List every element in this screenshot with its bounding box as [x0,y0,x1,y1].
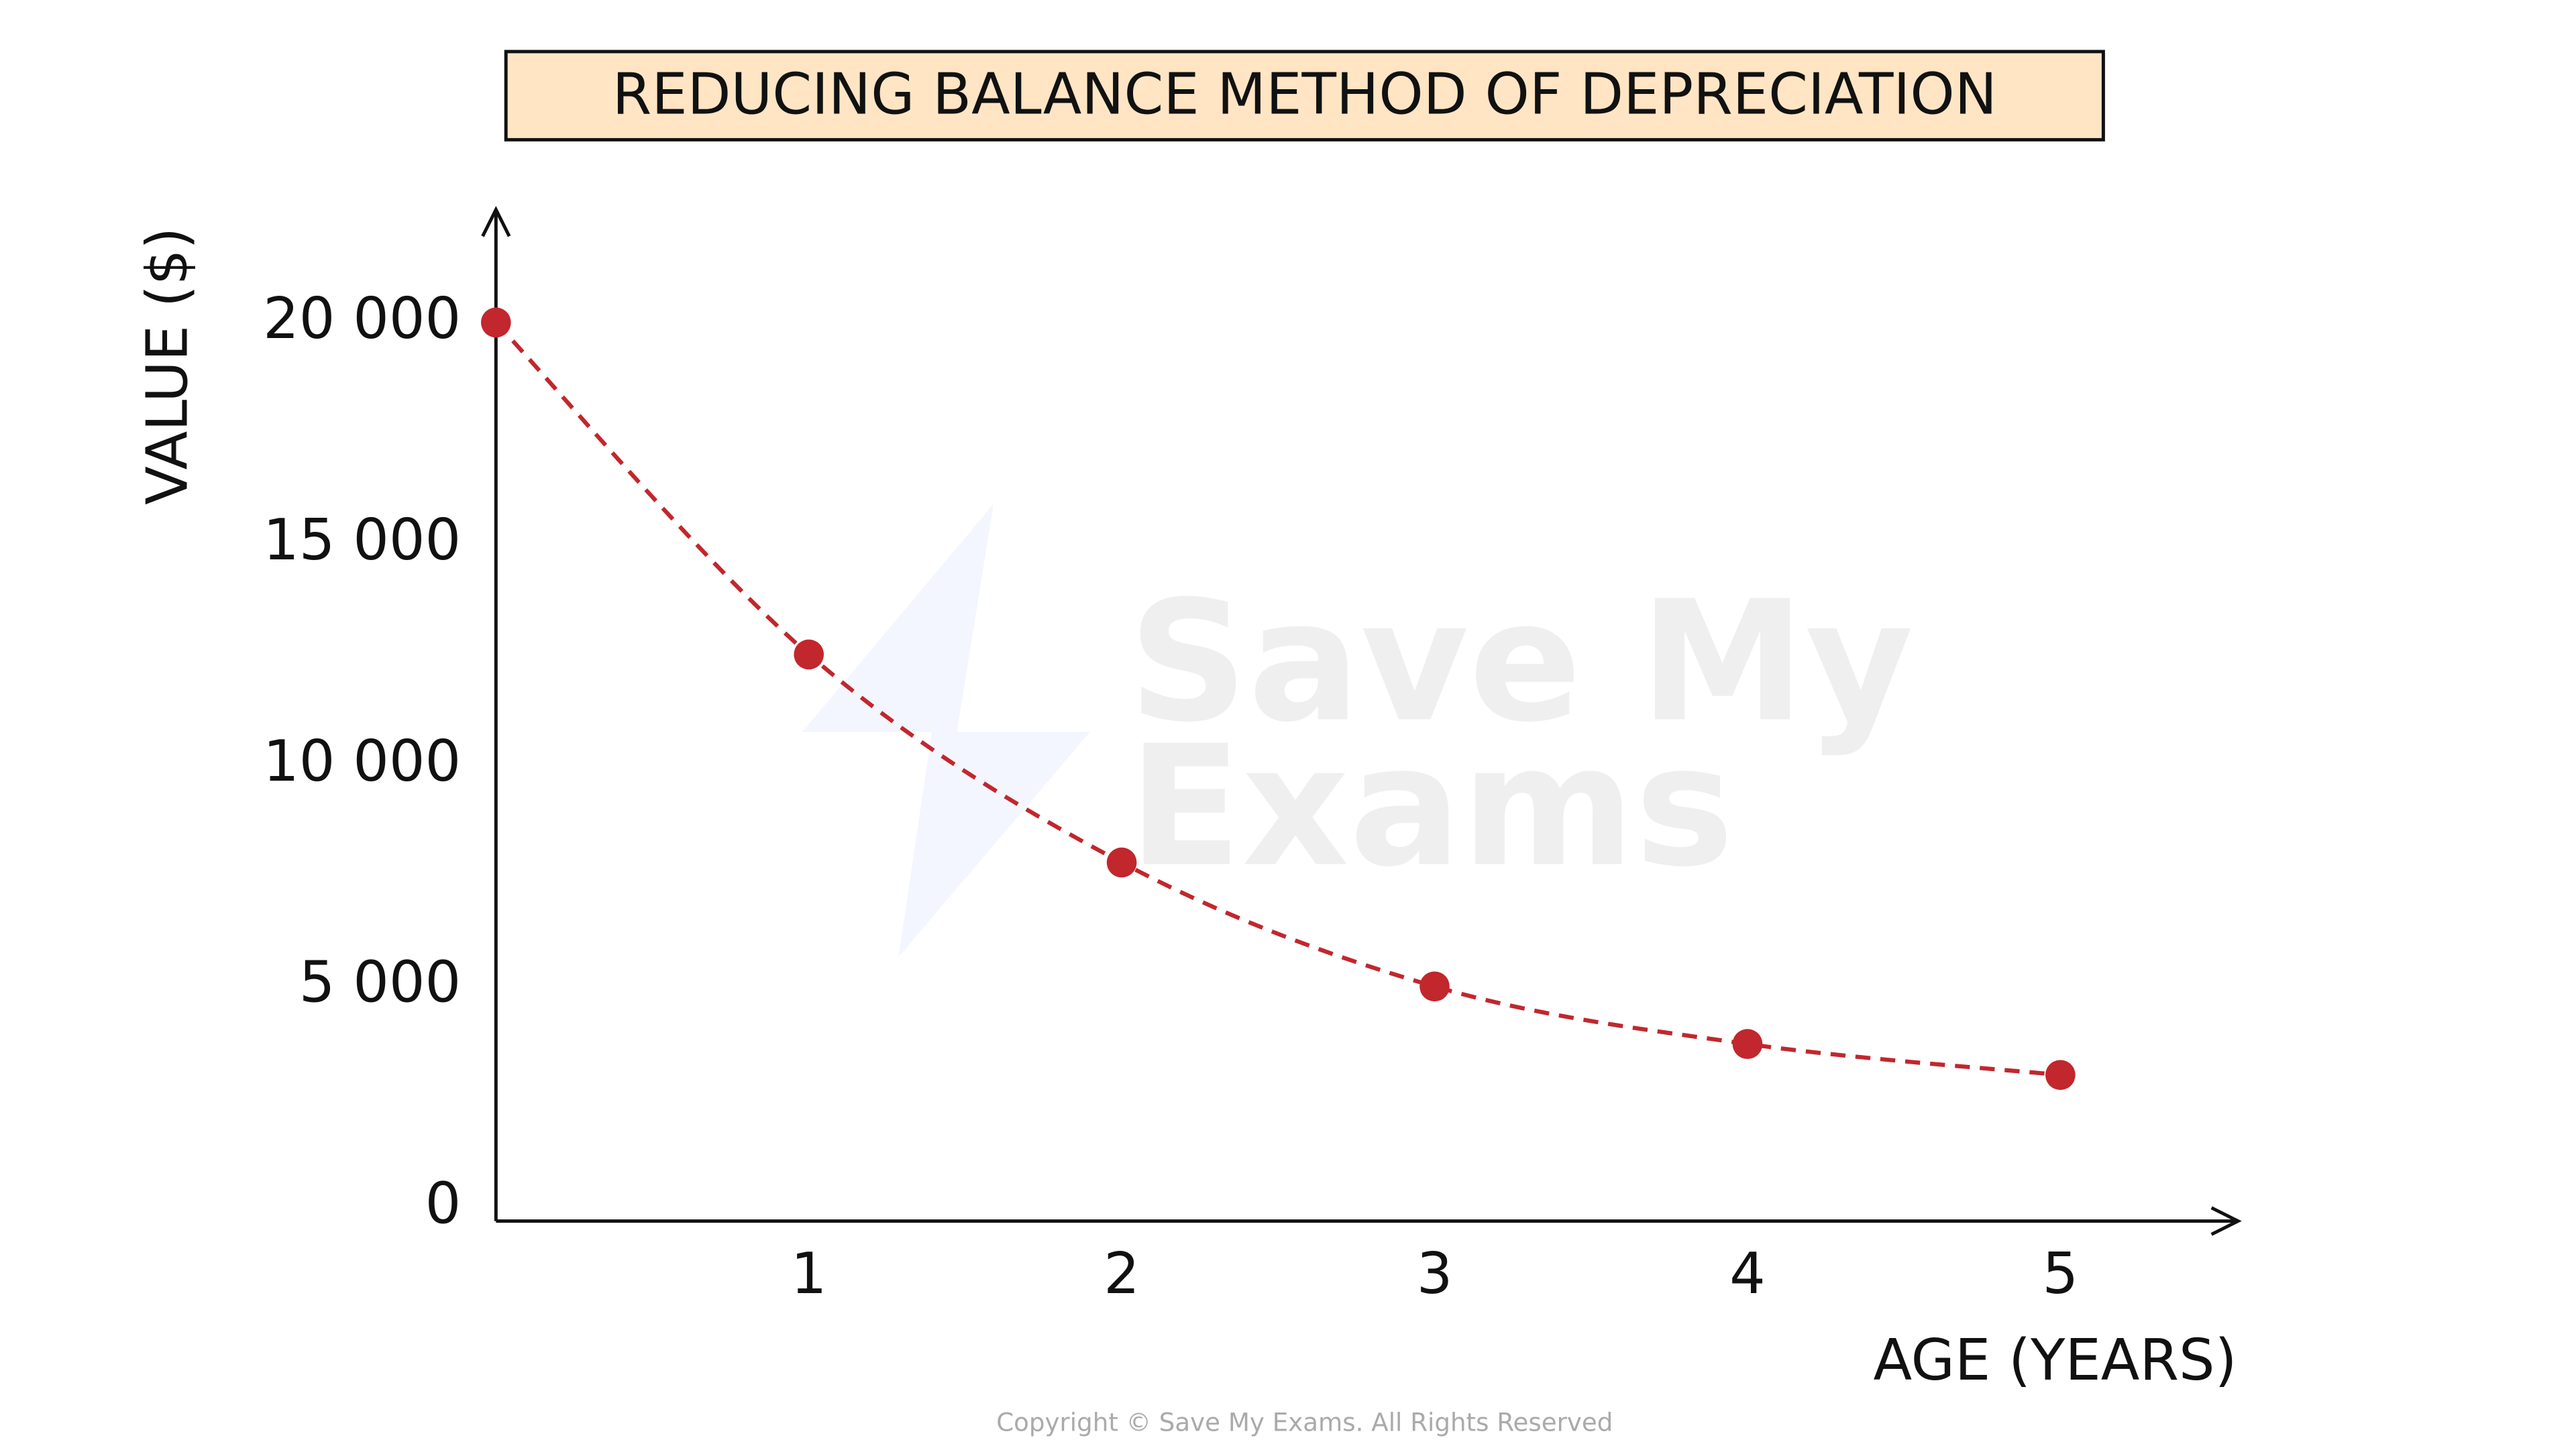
chart-title: REDUCING BALANCE METHOD OF DEPRECIATION [612,61,1997,127]
data-point [1419,971,1450,1002]
x-tick-label: 2 [1104,1241,1140,1307]
y-axis-label: VALUE ($) [135,227,201,505]
series-line [494,321,2061,1077]
data-point [2045,1060,2076,1091]
x-tick-label: 3 [1417,1241,1453,1307]
data-point [794,639,824,670]
y-tick-label: 5 000 [299,950,461,1015]
x-axis-label: AGE (YEARS) [1873,1327,2237,1393]
data-point [480,307,511,338]
y-tick-label: 20 000 [263,286,461,351]
copyright: Copyright © Save My Exams. All Rights Re… [996,1408,1613,1437]
title-box [504,50,2105,142]
y-tick-label: 10 000 [263,728,461,794]
watermark-logo [802,504,1090,957]
data-point [1106,847,1137,878]
watermark-text: Exams [1128,710,1734,903]
x-tick-label: 1 [791,1241,827,1307]
watermark: Save My Exams [802,504,1914,957]
data-point [1732,1029,1763,1059]
watermark-text: Save My [1128,565,1914,759]
y-tick-label: 0 [425,1171,462,1237]
x-tick-label: 4 [1729,1241,1766,1307]
x-tick-label: 5 [2043,1241,2079,1307]
y-tick-label: 15 000 [263,507,461,573]
